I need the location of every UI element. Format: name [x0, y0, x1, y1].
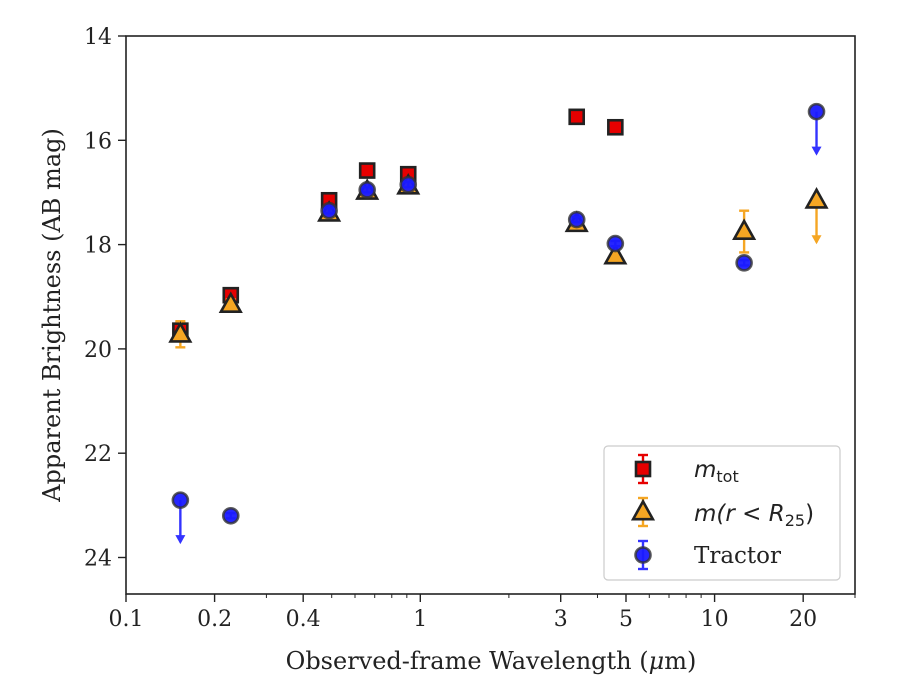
data-point-square: [607, 118, 624, 136]
y-tick-label: 14: [84, 25, 112, 50]
legend-marker-triangle: [630, 498, 656, 521]
x-tick-label: 5: [619, 607, 633, 632]
legend: mtot m(r < R25) Tractor: [603, 445, 841, 581]
y-tick-label: 24: [84, 546, 112, 571]
y-axis: 14 16 18 20 22 24: [84, 25, 126, 571]
y-tick-label: 20: [84, 338, 112, 363]
data-point-square: [358, 162, 376, 179]
y-tick-label: 18: [84, 234, 112, 259]
upper-limit-arrowhead: [811, 235, 822, 245]
legend-marker-square: [634, 460, 652, 478]
x-axis: 0.1 0.2 0.4 1 3 5 10 20: [109, 594, 856, 632]
data-point-triangle: [804, 187, 829, 209]
data-point-circle: [358, 181, 376, 199]
data-marks: [168, 102, 829, 545]
legend-label-mtot: mtot: [694, 457, 739, 486]
legend-label-m-r25: m(r < R25): [694, 501, 814, 530]
x-tick-label: 1: [413, 607, 427, 632]
x-tick-label: 0.4: [286, 607, 321, 632]
data-point-circle: [399, 175, 418, 194]
data-point-circle: [171, 491, 190, 509]
x-tick-label: 0.1: [109, 607, 144, 632]
y-tick-label: 16: [84, 129, 112, 154]
series-circle: [171, 102, 826, 545]
data-point-circle: [221, 506, 240, 525]
upper-limit-arrowhead: [811, 146, 822, 156]
data-point-triangle: [218, 291, 243, 314]
data-point-circle: [320, 201, 338, 220]
y-tick-label: 22: [84, 442, 112, 467]
data-point-triangle: [732, 218, 757, 241]
data-point-circle: [807, 102, 826, 121]
legend-frame: [603, 445, 841, 581]
data-point-circle: [606, 234, 625, 253]
data-point-triangle: [168, 321, 193, 343]
x-tick-label: 0.2: [197, 607, 232, 632]
data-point-circle: [567, 210, 586, 229]
upper-limit-arrowhead: [175, 535, 186, 545]
x-tick-label: 3: [554, 607, 568, 632]
legend-marker-circle: [634, 546, 652, 564]
y-axis-label: Apparent Brightness (AB mag): [38, 128, 66, 503]
legend-label-tractor: Tractor: [694, 543, 781, 569]
data-point-circle: [735, 254, 753, 272]
x-tick-label: 20: [789, 607, 817, 632]
data-point-triangle: [603, 242, 628, 265]
data-point-square: [568, 108, 586, 126]
x-tick-label: 10: [701, 607, 729, 632]
x-axis-label: Observed-frame Wavelength (μm): [286, 647, 697, 675]
